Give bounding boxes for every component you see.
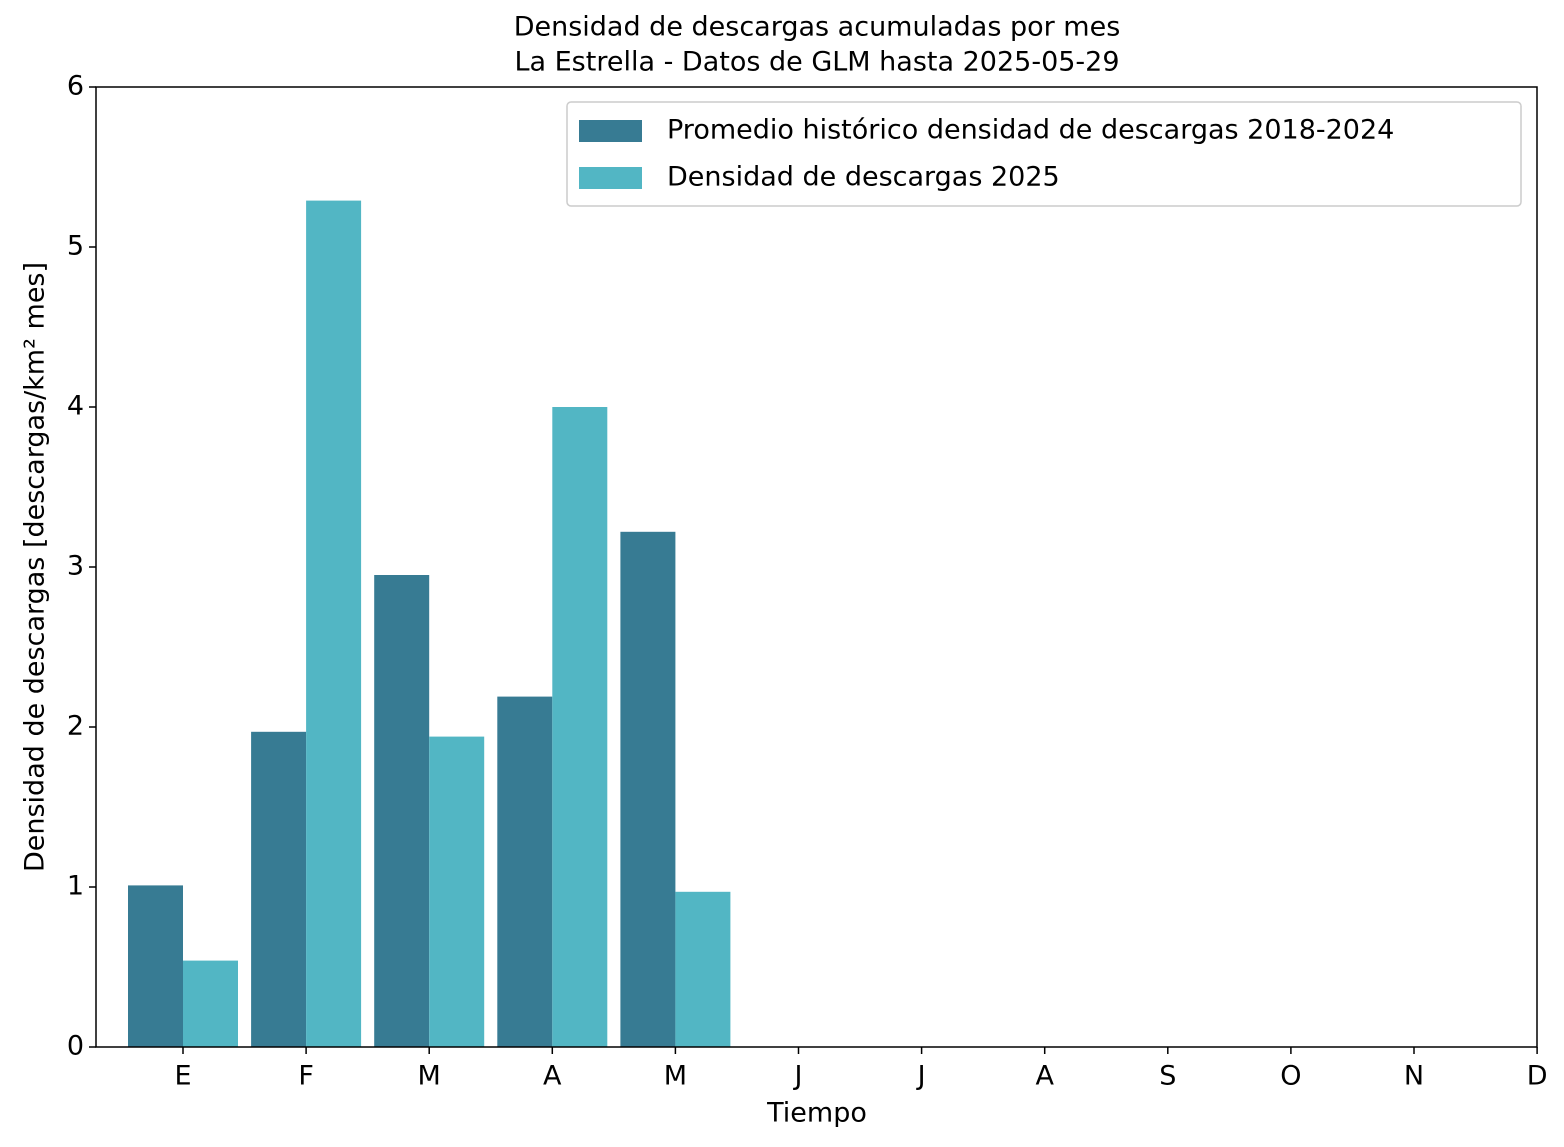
x-axis-label: Tiempo [766, 1098, 867, 1129]
bar [306, 200, 362, 1048]
bar [497, 696, 553, 1047]
x-tick-label: A [1035, 1061, 1054, 1092]
y-tick-label: 0 [67, 1031, 84, 1062]
plot-frame [95, 86, 1538, 1048]
bar [675, 891, 731, 1047]
legend-swatch [579, 167, 642, 189]
y-tick-label: 5 [67, 231, 84, 262]
legend-label: Promedio histórico densidad de descargas… [667, 115, 1394, 146]
y-tick-label: 4 [67, 391, 84, 422]
legend-frame [566, 101, 1522, 207]
bar [620, 531, 676, 1047]
x-tick-label: S [1159, 1061, 1176, 1092]
y-tick-label: 2 [67, 711, 84, 742]
legend-label: Densidad de descargas 2025 [667, 162, 1060, 193]
x-tick-label: J [793, 1061, 803, 1092]
legend: Promedio histórico densidad de descargas… [566, 101, 1522, 207]
x-tick-label: M [664, 1061, 687, 1092]
bar [183, 960, 238, 1047]
y-axis-label: Densidad de descargas [descargas/km² mes… [20, 262, 51, 872]
y-tick-label: 6 [67, 71, 84, 102]
bar [429, 736, 485, 1047]
y-tick-label: 3 [67, 551, 84, 582]
y-tick-label: 1 [67, 871, 84, 902]
chart-subtitle: La Estrella - Datos de GLM hasta 2025-05… [514, 47, 1119, 78]
x-tick-label: J [916, 1061, 926, 1092]
bar [251, 731, 307, 1047]
bar [374, 575, 430, 1047]
x-tick-label: E [174, 1061, 191, 1092]
x-tick-label: M [418, 1061, 441, 1092]
x-tick-label: F [298, 1061, 314, 1092]
x-tick-label: N [1404, 1061, 1424, 1092]
x-tick-label: O [1280, 1061, 1301, 1092]
x-tick-label: D [1527, 1061, 1548, 1092]
x-tick-label: A [543, 1061, 562, 1092]
legend-swatch [579, 120, 642, 142]
bar [128, 885, 183, 1047]
chart-title: Densidad de descargas acumuladas por mes [514, 12, 1121, 43]
bar [552, 407, 608, 1047]
